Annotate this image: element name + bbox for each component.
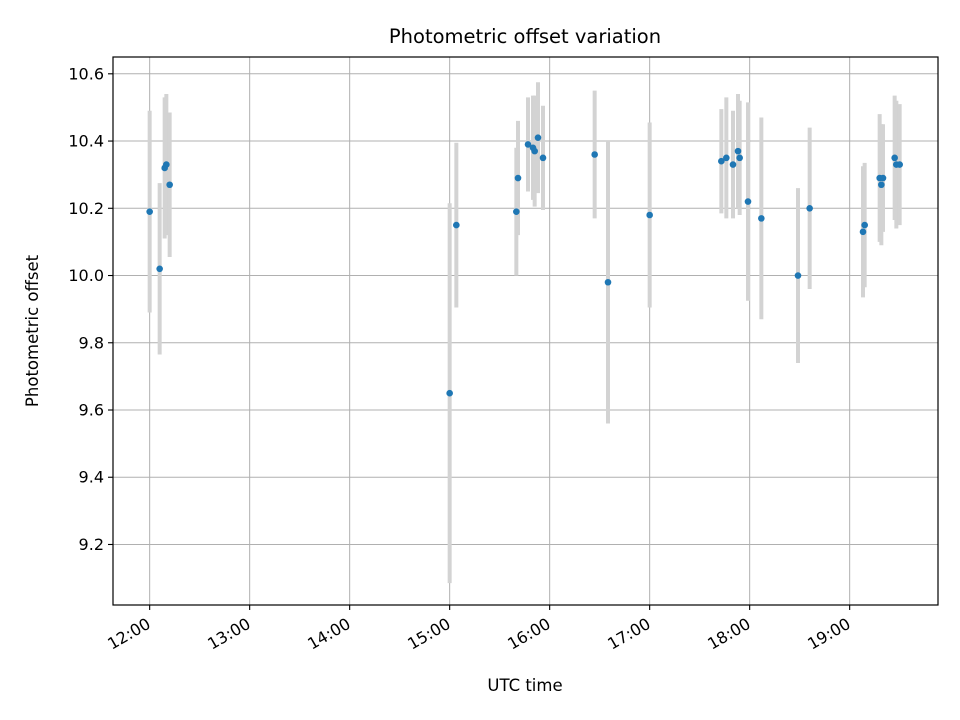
data-point: [604, 278, 612, 286]
y-axis-label: Photometric offset: [23, 254, 42, 407]
y-tick-label: 9.2: [79, 535, 104, 554]
data-point: [859, 228, 867, 236]
data-point: [513, 208, 520, 215]
data-point: [878, 181, 885, 189]
data-point: [591, 151, 598, 158]
chart-title: Photometric offset variation: [389, 25, 661, 48]
y-axis-ticks: 9.2 9.4 9.6 9.8 10.0 10.2 10.4 10.6: [68, 64, 113, 554]
data-point: [723, 154, 730, 162]
data-point: [146, 208, 153, 215]
data-point: [879, 174, 887, 182]
y-tick-label: 10.2: [68, 199, 104, 218]
data-point: [736, 154, 743, 162]
x-axis-label: UTC time: [487, 676, 562, 695]
data-point: [794, 272, 802, 279]
y-tick-label: 9.8: [79, 333, 104, 352]
data-point: [896, 161, 903, 168]
data-point: [539, 154, 547, 162]
data-points: [146, 134, 903, 397]
data-point: [446, 389, 453, 397]
data-point: [534, 134, 542, 141]
data-point: [729, 161, 737, 168]
data-point: [646, 211, 653, 219]
y-tick-label: 10.0: [68, 266, 104, 285]
y-tick-label: 9.6: [79, 401, 104, 420]
y-tick-label: 10.6: [68, 64, 104, 83]
data-point: [806, 204, 813, 212]
data-point: [734, 147, 742, 155]
data-point: [524, 141, 532, 148]
data-point: [891, 154, 898, 162]
data-point: [718, 157, 725, 165]
y-tick-label: 9.4: [79, 468, 104, 487]
data-point: [531, 147, 538, 155]
data-point: [453, 221, 460, 229]
plot-area-frame: [112, 56, 939, 606]
y-tick-label: 10.4: [68, 132, 104, 151]
data-point: [758, 215, 765, 222]
data-point: [156, 265, 163, 273]
data-point: [166, 181, 173, 189]
data-point: [514, 174, 522, 182]
data-point: [744, 198, 752, 205]
data-point: [163, 161, 170, 168]
data-point: [861, 221, 868, 229]
